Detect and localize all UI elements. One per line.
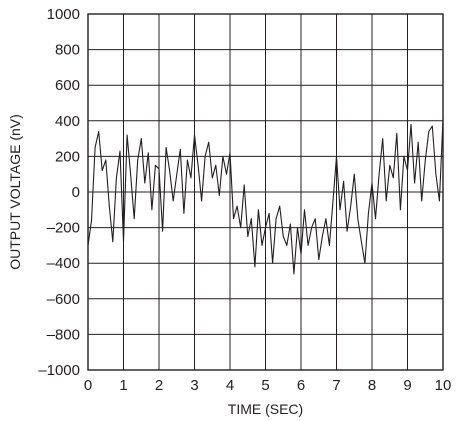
grid — [88, 14, 443, 370]
y-axis-label: OUTPUT VOLTAGE (nV) — [7, 114, 23, 270]
x-tick-label: 6 — [297, 377, 305, 394]
x-tick-label: 9 — [403, 377, 411, 394]
y-tick-label: 0 — [72, 184, 80, 201]
x-tick-label: 10 — [435, 377, 452, 394]
y-tick-label: 600 — [55, 77, 80, 94]
x-tick-label: 4 — [226, 377, 234, 394]
x-tick-label: 0 — [84, 377, 92, 394]
y-axis-ticks: 1000 800 600 400 200 0 –200 –400 –600 –800 –1000 — [38, 6, 80, 379]
y-tick-label: –600 — [47, 291, 80, 308]
y-tick-label: 800 — [55, 42, 80, 59]
y-tick-label: 1000 — [47, 6, 80, 23]
x-tick-label: 5 — [261, 377, 269, 394]
x-tick-label: 7 — [332, 377, 340, 394]
y-tick-label: –200 — [47, 220, 80, 237]
series-line — [87, 118, 444, 275]
y-tick-label: 400 — [55, 113, 80, 130]
series-layer — [87, 118, 444, 275]
y-tick-label: –1000 — [38, 362, 80, 379]
x-axis-label: TIME (SEC) — [228, 401, 303, 417]
x-tick-label: 8 — [368, 377, 376, 394]
plot-frame — [87, 13, 444, 371]
y-tick-label: –800 — [47, 326, 80, 343]
x-tick-label: 3 — [190, 377, 198, 394]
x-axis-ticks: 0 1 2 3 4 5 6 7 8 9 10 — [84, 377, 452, 394]
x-tick-label: 2 — [155, 377, 163, 394]
x-tick-label: 1 — [119, 377, 127, 394]
y-tick-label: –400 — [47, 255, 80, 272]
y-tick-label: 200 — [55, 148, 80, 165]
